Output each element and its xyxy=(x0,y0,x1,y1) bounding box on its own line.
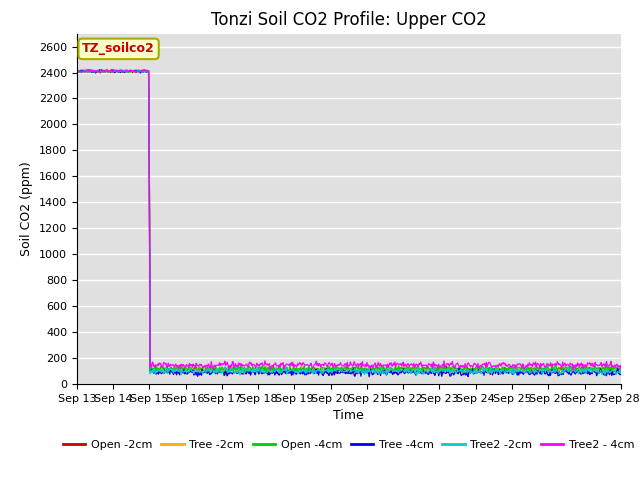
Text: TZ_soilco2: TZ_soilco2 xyxy=(82,42,155,55)
Legend: Open -2cm, Tree -2cm, Open -4cm, Tree -4cm, Tree2 -2cm, Tree2 - 4cm: Open -2cm, Tree -2cm, Open -4cm, Tree -4… xyxy=(59,435,639,454)
Title: Tonzi Soil CO2 Profile: Upper CO2: Tonzi Soil CO2 Profile: Upper CO2 xyxy=(211,11,486,29)
Y-axis label: Soil CO2 (ppm): Soil CO2 (ppm) xyxy=(20,161,33,256)
X-axis label: Time: Time xyxy=(333,409,364,422)
